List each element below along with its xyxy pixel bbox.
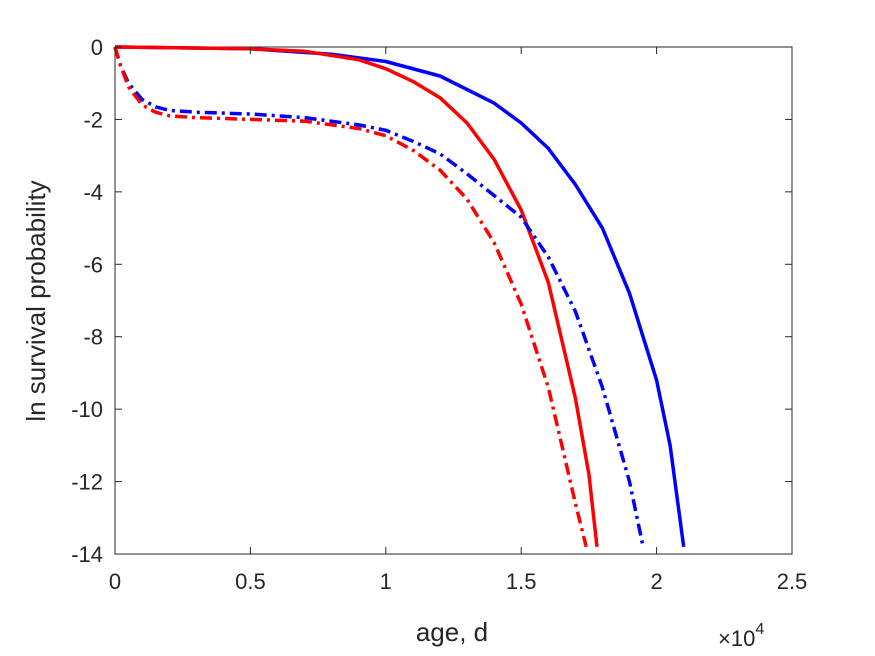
series-layer — [113, 45, 686, 548]
plot-frame — [114, 46, 793, 555]
x-tick-label: 1.5 — [506, 569, 537, 594]
x-tick-label: 2 — [650, 569, 662, 594]
multiplier-base: 10 — [731, 626, 755, 651]
x-tick-label: 1 — [380, 569, 392, 594]
y-axis-label: ln survival probability — [21, 180, 51, 421]
series-line-blue-dashdot — [113, 46, 645, 548]
multiplier-exponent: 4 — [755, 621, 764, 638]
y-tick-label: -2 — [83, 107, 103, 132]
x-tick-label: 0 — [109, 569, 121, 594]
series-line-red-solid — [114, 45, 599, 547]
y-tick-label: -4 — [83, 180, 103, 205]
y-tick-label: -6 — [83, 252, 103, 277]
y-tick-label: 0 — [91, 35, 103, 60]
series-line-red-dashdot — [113, 46, 588, 548]
multiply-sign: × — [718, 626, 731, 651]
y-tick-label: -8 — [83, 325, 103, 350]
y-tick-label: -14 — [71, 542, 103, 567]
y-tick-label: -10 — [71, 397, 103, 422]
ticks-layer: 0 0.5 1 1.5 2 2.5 0 -2 -4 -6 -8 -10 -12 -14 — [71, 35, 807, 594]
y-tick-label: -12 — [71, 470, 103, 495]
x-tick-label: 2.5 — [777, 569, 808, 594]
plot-area: 0 0.5 1 1.5 2 2.5 0 -2 -4 -6 -8 -10 -12 -14 — [71, 35, 807, 594]
x-multiplier-label: ×104 — [718, 621, 764, 651]
x-tick-label: 0.5 — [235, 569, 266, 594]
x-axis-label: age, d — [416, 617, 488, 647]
